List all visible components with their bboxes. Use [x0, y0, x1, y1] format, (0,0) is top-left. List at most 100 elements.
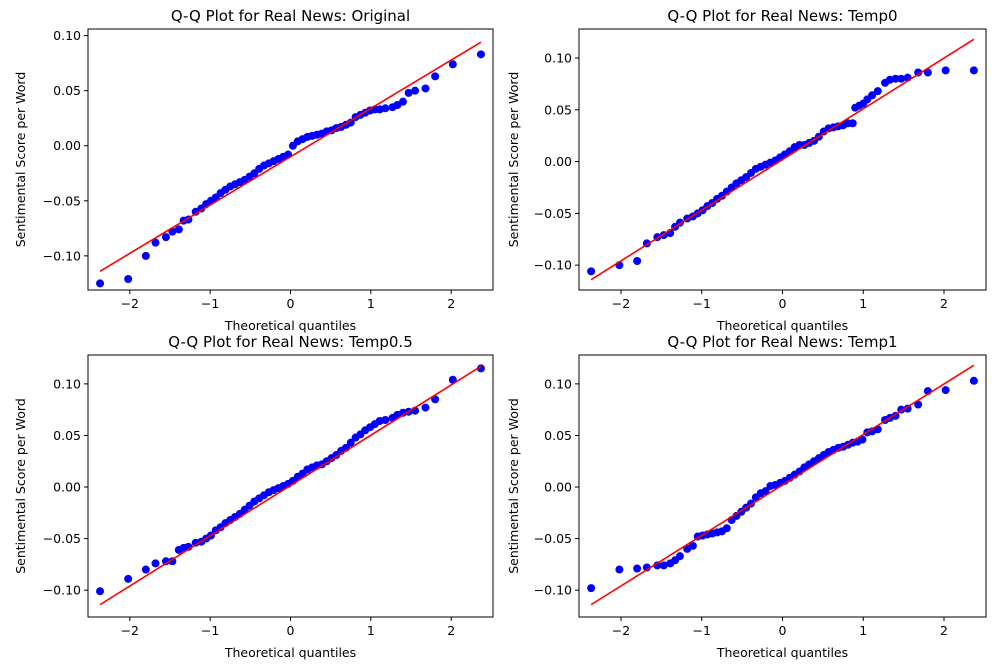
data-point	[903, 404, 912, 413]
subplot-title: Q-Q Plot for Real News: Temp0	[667, 7, 897, 25]
x-tick-label: 2	[447, 296, 455, 311]
y-tick-label: 0.10	[53, 376, 81, 391]
plot-frame	[87, 28, 494, 291]
x-tick-label: 1	[859, 296, 867, 311]
data-point	[923, 68, 932, 77]
y-tick-label: 0.05	[544, 102, 572, 117]
reference-line	[590, 38, 975, 281]
data-point	[688, 541, 697, 550]
data-point	[124, 574, 133, 583]
data-point	[587, 267, 596, 276]
data-point	[941, 66, 950, 75]
x-tick-label: −1	[693, 623, 711, 638]
x-tick-label: 0	[779, 623, 787, 638]
y-tick-label: −0.05	[534, 531, 572, 546]
data-point	[653, 561, 662, 570]
y-tick-label: 0.00	[53, 480, 81, 495]
data-point	[141, 565, 150, 574]
data-point	[399, 97, 407, 106]
data-point	[346, 118, 355, 127]
x-tick-label: 2	[940, 296, 948, 311]
data-point	[168, 557, 177, 566]
data-point	[675, 552, 684, 561]
data-point	[151, 238, 160, 247]
data-point	[161, 557, 170, 566]
data-point	[124, 274, 133, 283]
data-point	[141, 251, 150, 260]
data-point	[873, 87, 882, 96]
data-point	[761, 487, 770, 496]
y-tick-label: 0.10	[544, 376, 572, 391]
data-point	[633, 564, 642, 573]
x-tick-label: −2	[612, 623, 630, 638]
data-point	[659, 561, 668, 570]
data-point	[431, 72, 440, 81]
data-point	[411, 86, 420, 95]
y-tick-label: 0.10	[53, 28, 81, 43]
plot-frame	[578, 28, 987, 291]
x-tick-label: −2	[612, 296, 630, 311]
data-point	[587, 584, 596, 593]
plot-frame	[87, 354, 494, 618]
data-point	[431, 395, 440, 404]
subplot-title: Q-Q Plot for Real News: Temp0.5	[168, 333, 412, 351]
data-point	[476, 50, 485, 59]
y-tick-label: 0.00	[544, 480, 572, 495]
subplot-temp1: Q-Q Plot for Real News: Temp1 Theoretica…	[506, 333, 987, 660]
y-tick-label: −0.10	[534, 258, 572, 273]
data-point	[151, 559, 160, 568]
subplot-temp0: Q-Q Plot for Real News: Temp0 Theoretica…	[506, 7, 987, 333]
y-axis-label: Sentimental Score per Word	[13, 72, 28, 248]
x-axis-label: Theoretical quantiles	[716, 645, 848, 660]
x-tick-label: 1	[367, 296, 375, 311]
x-tick-label: 0	[287, 623, 295, 638]
y-tick-label: 0.00	[544, 154, 572, 169]
reference-line	[99, 365, 482, 606]
x-tick-label: −2	[121, 296, 139, 311]
x-tick-label: 2	[447, 623, 455, 638]
data-point	[969, 376, 978, 385]
x-tick-label: 1	[859, 623, 867, 638]
y-tick-label: 0.00	[53, 138, 81, 153]
y-axis-label: Sentimental Score per Word	[506, 72, 521, 248]
x-axis-label: Theoretical quantiles	[224, 645, 356, 660]
y-tick-label: 0.05	[53, 83, 81, 98]
data-point	[848, 119, 857, 128]
y-tick-label: −0.10	[534, 583, 572, 598]
subplot-temp05: Q-Q Plot for Real News: Temp0.5 Theoreti…	[13, 333, 494, 660]
subplot-title: Q-Q Plot for Real News: Original	[171, 7, 410, 25]
data-point	[96, 587, 105, 596]
y-tick-label: −0.05	[534, 206, 572, 221]
x-axis-label: Theoretical quantiles	[716, 318, 848, 333]
y-axis-label: Sentimental Score per Word	[506, 398, 521, 574]
data-point	[381, 415, 390, 424]
data-point	[868, 91, 877, 100]
x-tick-label: −1	[201, 623, 219, 638]
subplot-original: Q-Q Plot for Real News: Original Theoret…	[13, 7, 494, 333]
x-tick-label: −2	[121, 623, 139, 638]
data-point	[722, 524, 731, 533]
data-point	[404, 88, 413, 97]
data-point	[174, 225, 183, 234]
data-point	[421, 84, 430, 93]
data-point	[346, 438, 355, 447]
data-point	[421, 403, 430, 412]
data-point	[914, 68, 923, 77]
reference-line	[99, 41, 482, 272]
plot-frame	[578, 354, 987, 618]
data-point	[914, 400, 923, 409]
data-point	[615, 565, 624, 574]
x-tick-label: −1	[201, 296, 219, 311]
data-point	[476, 364, 485, 373]
y-tick-label: −0.05	[43, 531, 81, 546]
y-tick-label: 0.05	[53, 428, 81, 443]
x-axis-label: Theoretical quantiles	[224, 318, 356, 333]
data-point	[897, 74, 906, 83]
subplot-title: Q-Q Plot for Real News: Temp1	[667, 333, 897, 351]
y-tick-label: −0.10	[43, 583, 81, 598]
data-point	[858, 435, 867, 444]
data-point	[642, 563, 651, 572]
x-tick-label: 1	[367, 623, 375, 638]
data-point	[161, 233, 170, 242]
data-point	[381, 104, 390, 113]
